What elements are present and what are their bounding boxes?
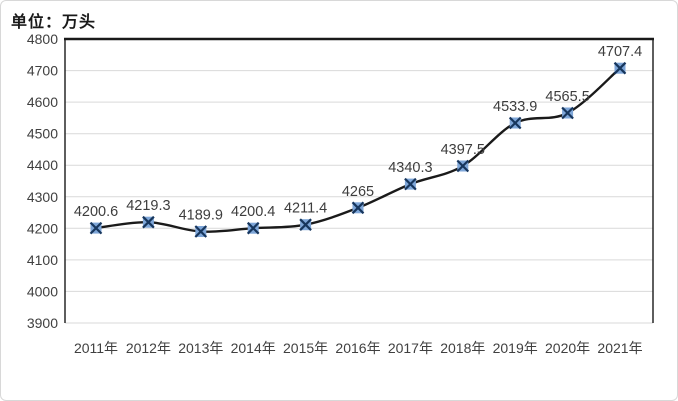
x-tick-label: 2012年 <box>126 340 171 356</box>
x-tick-label: 2021年 <box>597 340 642 356</box>
x-square-marker-icon <box>246 221 260 235</box>
data-label: 4200.6 <box>74 204 118 220</box>
x-tick-label: 2013年 <box>178 340 223 356</box>
y-tick-label: 4400 <box>27 157 58 173</box>
y-tick-label: 4100 <box>27 252 58 268</box>
x-square-marker-icon <box>142 215 155 229</box>
x-square-marker-icon <box>613 61 627 75</box>
data-label: 4211.4 <box>284 201 327 217</box>
data-label: 4533.9 <box>493 99 537 115</box>
x-square-marker-icon <box>194 225 208 238</box>
y-tick-label: 4300 <box>27 189 58 205</box>
y-tick-label: 4200 <box>27 220 58 236</box>
x-square-marker-icon <box>561 106 574 120</box>
data-label: 4397.5 <box>441 142 485 158</box>
y-tick-label: 4800 <box>27 31 58 47</box>
x-tick-label: 2017年 <box>388 340 433 356</box>
y-tick-label: 3900 <box>27 315 58 331</box>
x-tick-label: 2019年 <box>493 340 538 356</box>
data-label: 4265 <box>342 184 374 200</box>
x-square-marker-icon <box>351 201 365 215</box>
x-square-marker-icon <box>404 177 417 191</box>
x-tick-label: 2016年 <box>335 340 380 356</box>
data-label: 4707.4 <box>598 44 642 60</box>
data-label: 4565.5 <box>545 89 589 105</box>
y-tick-label: 4000 <box>27 283 58 299</box>
y-tick-label: 4600 <box>27 94 58 110</box>
unit-label: 单位：万头 <box>11 14 97 31</box>
x-square-marker-icon <box>456 159 470 173</box>
data-label: 4219.3 <box>126 198 170 214</box>
x-square-marker-icon <box>508 116 522 130</box>
data-label: 4200.4 <box>231 204 275 220</box>
x-tick-label: 2014年 <box>231 340 276 356</box>
y-tick-label: 4700 <box>27 63 58 79</box>
x-tick-label: 2018年 <box>440 340 485 356</box>
x-tick-label: 2020年 <box>545 340 590 356</box>
x-tick-label: 2011年 <box>74 340 118 356</box>
y-tick-label: 4500 <box>27 126 58 142</box>
x-tick-label: 2015年 <box>283 340 328 356</box>
x-square-marker-icon <box>299 218 312 231</box>
data-label: 4340.3 <box>388 160 432 176</box>
data-label: 4189.9 <box>179 208 223 224</box>
x-square-marker-icon <box>89 221 103 235</box>
